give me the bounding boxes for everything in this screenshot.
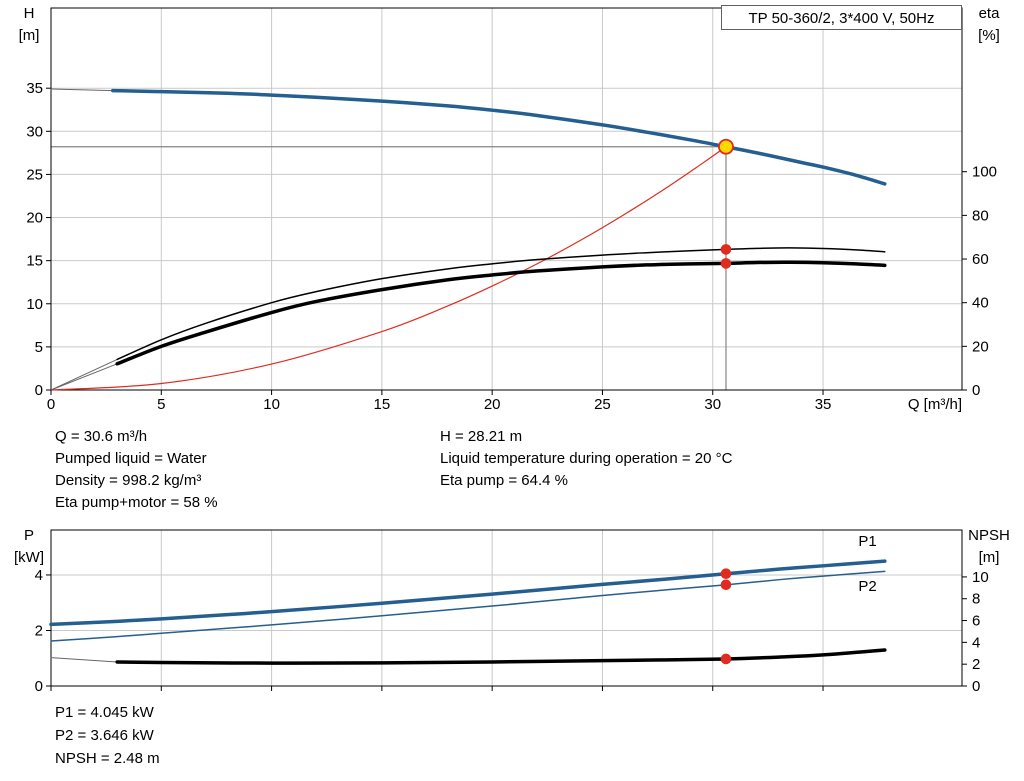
y-right-tick-label: 40 [972, 295, 989, 312]
y-left-tick-label: 4 [35, 567, 43, 584]
x-tick-label: 35 [815, 396, 832, 413]
x-axis-title: Q [m³/h] [908, 396, 962, 413]
y-left-tick-label: 20 [26, 210, 43, 227]
y-left-tick-label: 0 [35, 382, 43, 399]
pump-model-label: TP 50-360/2, 3*400 V, 50Hz [721, 5, 962, 30]
y-right-tick-label: 6 [972, 613, 980, 630]
x-tick-label: 5 [157, 396, 165, 413]
y-right-tick-label: 100 [972, 164, 997, 181]
q-value: Q = 30.6 m³/h [55, 428, 148, 445]
eta-pump-motor-curve [115, 260, 887, 366]
x-tick-label: 10 [263, 396, 280, 413]
duty-point[interactable] [718, 138, 734, 155]
y-right-tick-label: 8 [972, 591, 980, 608]
y-right-axis-unit: [m] [979, 549, 1000, 566]
x-tick-label: 30 [704, 396, 721, 413]
operating-data-right: H = 28.21 m Liquid temperature during op… [440, 426, 732, 492]
density-value: Density = 998.2 kg/m³ [55, 472, 202, 489]
p1-label: P1 [858, 533, 876, 550]
y-left-axis-unit: [m] [19, 27, 40, 44]
y-right-tick-label: 2 [972, 656, 980, 673]
p2-curve [50, 570, 886, 642]
y-right-axis-title: NPSH [968, 527, 1010, 544]
eta-pump-motor-point [720, 258, 732, 269]
eta-pump-leadin [50, 358, 118, 391]
x-tick-label: 0 [47, 396, 55, 413]
npsh-value: NPSH = 2.48 m [55, 750, 160, 767]
y-right-tick-label: 80 [972, 207, 989, 224]
plot-border [50, 7, 963, 391]
y-right-tick-label: 10 [972, 569, 989, 586]
y-right-axis-title: eta [979, 5, 1001, 22]
p1-curve [49, 559, 887, 627]
x-tick-label: 20 [484, 396, 501, 413]
eta-pump-motor-value: Eta pump+motor = 58 % [55, 494, 218, 511]
x-tick-label: 15 [374, 396, 391, 413]
y-left-tick-label: 30 [26, 123, 43, 140]
eta-pump-motor-leadin [50, 363, 118, 391]
y-left-tick-label: 35 [26, 80, 43, 97]
y-right-axis-unit: [%] [978, 27, 1000, 44]
y-left-tick-label: 5 [35, 339, 43, 356]
y-left-axis-unit: [kW] [14, 549, 44, 566]
liquid-temperature: Liquid temperature during operation = 20… [440, 450, 733, 467]
x-tick-label: 25 [594, 396, 611, 413]
h-value: H = 28.21 m [440, 428, 523, 445]
y-right-tick-label: 4 [972, 634, 980, 651]
y-left-tick-label: 0 [35, 678, 43, 695]
p2-point [720, 579, 732, 591]
plot-border [50, 529, 963, 687]
h-curve-leadin [50, 88, 114, 92]
eta-pump-point [720, 244, 732, 255]
p2-label: P2 [858, 578, 876, 595]
y-left-axis-title: H [24, 5, 35, 22]
operating-data-left: Q = 30.6 m³/h Pumped liquid = Water Dens… [55, 426, 218, 514]
p2-value: P2 = 3.646 kW [55, 727, 154, 744]
y-left-axis-title: P [24, 527, 34, 544]
npsh-point [720, 653, 732, 665]
y-right-tick-label: 0 [972, 382, 980, 399]
y-left-tick-label: 15 [26, 253, 43, 270]
y-right-tick-label: 60 [972, 251, 989, 268]
p1-point [720, 568, 732, 580]
y-left-tick-label: 10 [26, 296, 43, 313]
y-right-tick-label: 0 [972, 678, 980, 695]
h-curve [111, 88, 887, 186]
pumped-liquid: Pumped liquid = Water [55, 450, 207, 467]
y-right-tick-label: 20 [972, 338, 989, 355]
npsh-leadin [50, 657, 118, 663]
power-npsh-values: P1 = 4.045 kW P2 = 3.646 kW NPSH = 2.48 … [55, 701, 160, 770]
y-left-tick-label: 25 [26, 166, 43, 183]
power-npsh-chart: 0 2 4 0 2 4 6 8 10 P [kW] NPSH [m] P1 P2 [14, 527, 1010, 695]
eta-pump-curve [116, 247, 886, 361]
npsh-curve [115, 648, 887, 665]
eta-pump-value: Eta pump = 64.4 % [440, 472, 568, 489]
y-left-tick-label: 2 [35, 622, 43, 639]
p1-value: P1 = 4.045 kW [55, 704, 154, 721]
system-curve [50, 146, 727, 391]
hq-eta-chart: 0 5 10 15 20 25 30 35 0 5 10 15 20 25 30 35 0 20 40 60 80 100… [19, 5, 1001, 413]
